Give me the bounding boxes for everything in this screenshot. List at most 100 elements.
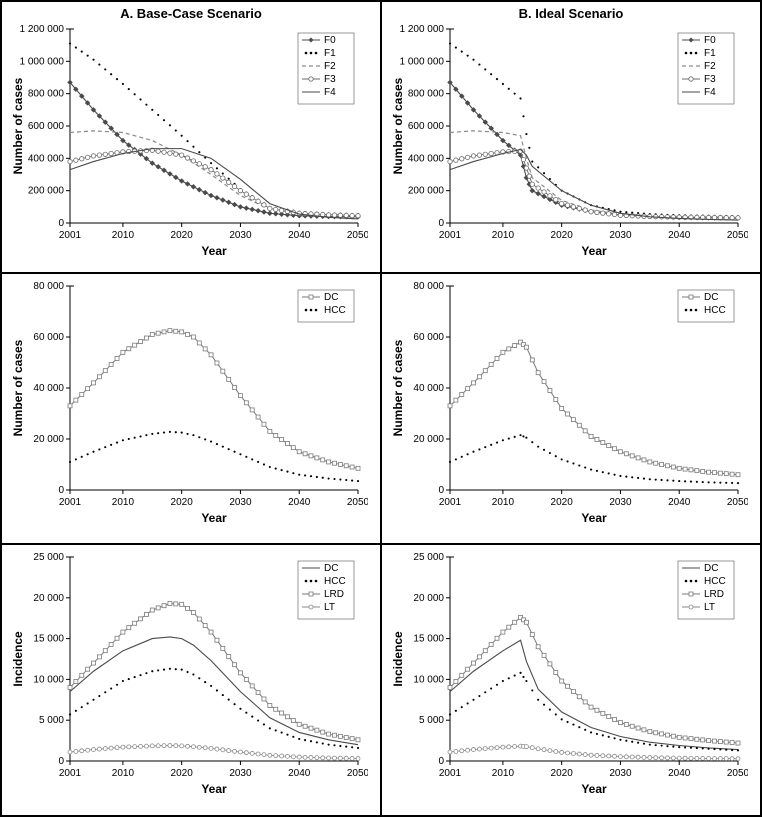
svg-text:2040: 2040 <box>668 230 691 241</box>
svg-text:0: 0 <box>438 485 444 496</box>
svg-text:2030: 2030 <box>609 768 632 779</box>
svg-text:600 000: 600 000 <box>408 121 445 132</box>
panel-B1: B. Ideal Scenario 0200 000400 000600 000… <box>381 1 761 273</box>
svg-text:Incidence: Incidence <box>391 631 405 687</box>
svg-text:2010: 2010 <box>492 230 515 241</box>
svg-text:F0: F0 <box>324 35 336 46</box>
svg-text:F3: F3 <box>324 74 336 85</box>
svg-text:0: 0 <box>438 756 444 767</box>
svg-text:DC: DC <box>704 292 718 303</box>
svg-text:2050: 2050 <box>347 230 368 241</box>
chart-B2: 020 00040 00060 00080 000200120102020203… <box>388 280 748 528</box>
panel-A1-title: A. Base-Case Scenario <box>8 6 374 21</box>
svg-text:2020: 2020 <box>171 768 194 779</box>
svg-text:2050: 2050 <box>727 230 748 241</box>
panel-A1: A. Base-Case Scenario 0 200 000 400 000 600… <box>1 1 381 273</box>
svg-text:0: 0 <box>58 218 64 229</box>
svg-text:2001: 2001 <box>439 230 462 241</box>
svg-text:F1: F1 <box>324 48 336 59</box>
svg-text:10 000: 10 000 <box>413 675 444 686</box>
svg-text:2001: 2001 <box>59 497 82 508</box>
svg-text:2030: 2030 <box>609 497 632 508</box>
svg-text:800 000: 800 000 <box>408 89 445 100</box>
svg-text:Year: Year <box>581 782 607 796</box>
svg-text:2020: 2020 <box>551 230 574 241</box>
svg-text:LRD: LRD <box>324 589 344 600</box>
svg-text:2001: 2001 <box>439 768 462 779</box>
svg-text:400 000: 400 000 <box>28 153 65 164</box>
svg-text:DC: DC <box>324 292 338 303</box>
svg-text:2020: 2020 <box>171 497 194 508</box>
svg-text:2030: 2030 <box>229 768 252 779</box>
svg-text:10 000: 10 000 <box>33 675 64 686</box>
svg-text:DC: DC <box>704 563 718 574</box>
svg-text:2001: 2001 <box>59 230 82 241</box>
svg-text:Year: Year <box>581 244 607 258</box>
svg-text:25 000: 25 000 <box>413 552 444 563</box>
svg-text:HCC: HCC <box>324 576 346 587</box>
svg-text:5 000: 5 000 <box>419 716 444 727</box>
svg-text:0: 0 <box>58 485 64 496</box>
chart-A1: 0200 000400 000600 000800 0001 000 0001 … <box>8 23 368 261</box>
svg-text:LT: LT <box>704 602 715 613</box>
svg-text:2050: 2050 <box>727 497 748 508</box>
svg-text:20 000: 20 000 <box>413 593 444 604</box>
svg-text:F1: F1 <box>704 48 716 59</box>
svg-text:2001: 2001 <box>59 768 82 779</box>
svg-text:Year: Year <box>201 244 227 258</box>
svg-text:Number of cases: Number of cases <box>391 77 405 174</box>
svg-text:2010: 2010 <box>112 497 135 508</box>
svg-text:2030: 2030 <box>229 497 252 508</box>
svg-text:1 000 000: 1 000 000 <box>20 56 65 67</box>
svg-text:HCC: HCC <box>704 305 726 316</box>
svg-text:2001: 2001 <box>439 497 462 508</box>
panel-B1-title: B. Ideal Scenario <box>388 6 754 21</box>
svg-text:0: 0 <box>58 756 64 767</box>
panel-B3: 0 5 000 10 000 15 000 20 000 25 000 2001 2010 20… <box>381 544 761 816</box>
svg-text:LRD: LRD <box>704 589 724 600</box>
svg-text:20 000: 20 000 <box>413 434 444 445</box>
svg-text:2020: 2020 <box>171 230 194 241</box>
svg-text:80 000: 80 000 <box>413 281 444 292</box>
svg-text:HCC: HCC <box>324 305 346 316</box>
chart-B1: 0200 000400 000600 000800 0001 000 0001 … <box>388 23 748 261</box>
svg-text:2030: 2030 <box>229 230 252 241</box>
svg-text:Year: Year <box>581 511 607 525</box>
svg-text:600 000: 600 000 <box>28 121 65 132</box>
svg-text:800 000: 800 000 <box>28 89 65 100</box>
svg-text:2040: 2040 <box>288 230 311 241</box>
svg-text:400 000: 400 000 <box>408 153 445 164</box>
svg-text:Incidence: Incidence <box>11 631 25 687</box>
svg-text:40 000: 40 000 <box>413 383 444 394</box>
svg-text:Year: Year <box>201 511 227 525</box>
svg-text:15 000: 15 000 <box>413 634 444 645</box>
svg-text:0: 0 <box>438 218 444 229</box>
svg-text:2050: 2050 <box>347 768 368 779</box>
svg-text:2040: 2040 <box>668 497 691 508</box>
svg-text:2020: 2020 <box>551 768 574 779</box>
svg-text:Number of cases: Number of cases <box>391 339 405 436</box>
svg-text:LT: LT <box>324 602 335 613</box>
svg-text:F3: F3 <box>704 74 716 85</box>
svg-text:Year: Year <box>201 782 227 796</box>
svg-text:2040: 2040 <box>668 768 691 779</box>
svg-text:60 000: 60 000 <box>33 332 64 343</box>
svg-text:F2: F2 <box>324 61 336 72</box>
svg-text:25 000: 25 000 <box>33 552 64 563</box>
panel-B2: 020 00040 00060 00080 000200120102020203… <box>381 273 761 545</box>
svg-text:HCC: HCC <box>704 576 726 587</box>
svg-text:2010: 2010 <box>492 768 515 779</box>
svg-text:2010: 2010 <box>112 768 135 779</box>
svg-text:2050: 2050 <box>347 497 368 508</box>
svg-text:20 000: 20 000 <box>33 434 64 445</box>
svg-text:5 000: 5 000 <box>39 716 64 727</box>
svg-text:40 000: 40 000 <box>33 383 64 394</box>
svg-text:2050: 2050 <box>727 768 748 779</box>
svg-text:2040: 2040 <box>288 497 311 508</box>
svg-text:1 000 000: 1 000 000 <box>400 56 445 67</box>
panel-A2: 020 00040 00060 00080 000200120102020203… <box>1 273 381 545</box>
svg-text:20 000: 20 000 <box>33 593 64 604</box>
svg-text:2010: 2010 <box>112 230 135 241</box>
svg-text:F2: F2 <box>704 61 716 72</box>
svg-text:200 000: 200 000 <box>28 186 65 197</box>
